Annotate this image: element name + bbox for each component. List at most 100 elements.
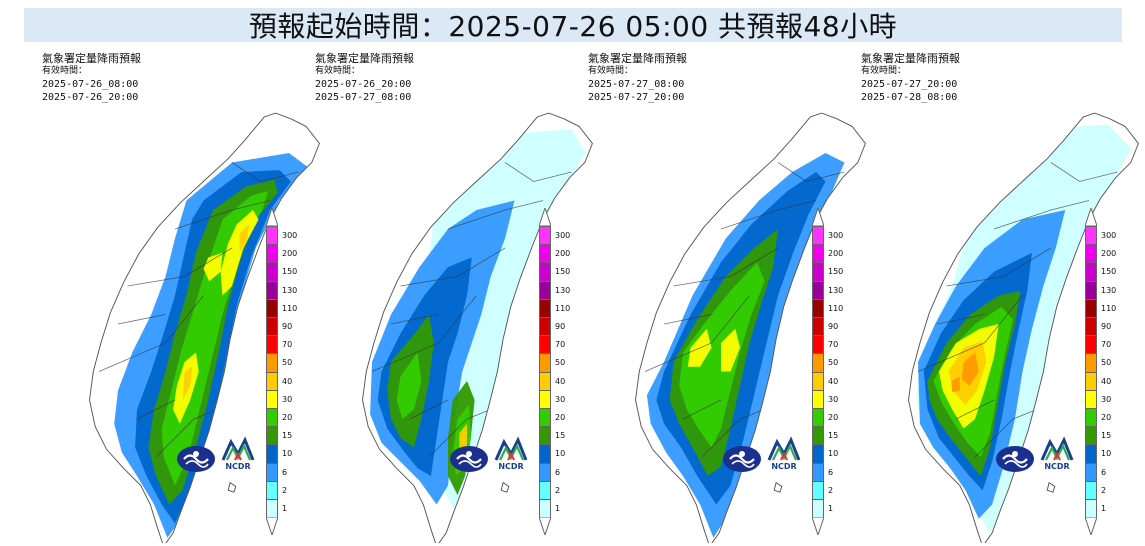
legend-swatch [266, 480, 278, 499]
forecast-panel-1: 氣象署定量降雨預報 有效時間： 2025-07-26_08:00 2025-07-26… [42, 48, 327, 543]
legend-label: 30 [282, 394, 293, 404]
legend-bottom-arrow [1085, 517, 1097, 536]
valid-time-label: 有效時間： [315, 66, 361, 76]
rain-area [203, 252, 223, 282]
legend-swatch [812, 480, 824, 499]
rain-area [961, 352, 979, 386]
panel-header: 氣象署定量降雨預報 有效時間： 2025-07-26_08:00 2025-07-26… [42, 52, 141, 104]
valid-start: 2025-07-26_20:00 [315, 79, 412, 90]
legend-label: 150 [1101, 267, 1117, 277]
legend-label: 70 [555, 340, 566, 350]
legend-label: 20 [282, 413, 293, 422]
forecast-title: 預報起始時間：2025-07-26 05:00 共預報48小時 [248, 10, 898, 43]
legend-swatch [266, 262, 278, 281]
legend-label: 40 [282, 376, 293, 386]
legend-label: 10 [282, 449, 293, 459]
ncdr-logo-icon [494, 436, 528, 461]
taiwan-rainfall-map [908, 112, 1139, 543]
county-boundary [644, 295, 750, 372]
legend-label: 1 [282, 504, 288, 513]
legend-label: 300 [1101, 231, 1117, 240]
county-boundary [231, 162, 299, 182]
legend-swatch [812, 226, 824, 245]
legend-swatch [266, 280, 278, 299]
legend-label: 2 [828, 485, 834, 495]
legend-label: 200 [555, 249, 571, 259]
ncdr-logo: NCDR [1040, 436, 1074, 474]
legend-label: 70 [282, 340, 293, 350]
legend-swatch [266, 389, 278, 408]
legend-top-arrow [266, 208, 278, 226]
legend-swatch [812, 298, 824, 317]
legend-swatch [539, 426, 551, 445]
legend-swatch [1085, 408, 1097, 427]
legend-label: 30 [828, 394, 839, 404]
island-outline [362, 112, 593, 543]
valid-end: 2025-07-26_20:00 [42, 92, 139, 103]
rainfall-layers [644, 153, 845, 538]
rain-area [925, 208, 956, 235]
county-boundary [936, 314, 985, 325]
legend-label: 130 [555, 285, 571, 295]
legend-label: 50 [1101, 358, 1112, 368]
legend-label: 300 [555, 231, 571, 240]
ncdr-logo-text: NCDR [225, 462, 251, 471]
valid-end: 2025-07-28_08:00 [861, 92, 958, 103]
county-boundary [946, 247, 1052, 287]
legend-swatch [812, 499, 824, 518]
valid-start: 2025-07-27_20:00 [861, 79, 958, 90]
legend-label: 70 [1101, 340, 1112, 350]
legend-bottom-arrow [266, 517, 278, 536]
county-boundary [777, 162, 845, 182]
legend-swatch [539, 262, 551, 281]
legend-label: 200 [1101, 249, 1117, 259]
outlying-island [773, 481, 783, 493]
legend-label: 2 [282, 485, 288, 495]
outlying-island [227, 481, 237, 493]
legend-label: 10 [555, 449, 566, 459]
legend-swatch [266, 426, 278, 445]
legend-swatch [266, 317, 278, 336]
legend-swatch [1085, 389, 1097, 408]
valid-end: 2025-07-27_20:00 [588, 92, 685, 103]
county-boundary [720, 200, 817, 230]
legend-swatch [1085, 298, 1097, 317]
rain-area [182, 366, 193, 400]
county-boundary [371, 295, 477, 372]
valid-end: 2025-07-27_08:00 [315, 92, 412, 103]
county-boundary [136, 399, 176, 420]
legend-swatch [539, 298, 551, 317]
legend-swatch [266, 371, 278, 390]
ncdr-logo-text: NCDR [498, 462, 524, 471]
legend-label: 15 [828, 431, 839, 441]
legend-label: 130 [282, 285, 298, 295]
legend-label: 130 [1101, 285, 1117, 295]
legend-swatch [539, 408, 551, 427]
legend-swatch [812, 353, 824, 372]
legend-label: 90 [282, 322, 293, 331]
island-outline [89, 112, 320, 543]
legend-swatch [1085, 499, 1097, 518]
legend-label: 110 [1101, 303, 1117, 313]
legend-swatch [539, 335, 551, 354]
legend-swatch [1085, 280, 1097, 299]
legend-label: 300 [828, 231, 844, 240]
legend-label: 300 [282, 231, 298, 240]
ncdr-logo: NCDR [221, 436, 255, 474]
county-boundary [682, 399, 722, 420]
legend-bottom-arrow [539, 517, 551, 536]
legend-label: 130 [828, 285, 844, 295]
legend-swatch [266, 298, 278, 317]
county-boundary [673, 247, 779, 287]
legend-label: 10 [828, 449, 839, 459]
legend-label: 6 [282, 467, 288, 477]
county-boundary [127, 247, 233, 287]
ncdr-logo-icon [221, 436, 255, 461]
legend-swatch [1085, 244, 1097, 263]
legend-swatch [539, 244, 551, 263]
ncdr-logo-icon [1040, 436, 1074, 461]
legend-swatch [1085, 262, 1097, 281]
ncdr-logo-text: NCDR [771, 462, 797, 471]
panel-name: 氣象署定量降雨預報 [588, 52, 687, 65]
ncdr-logo-icon [767, 436, 801, 461]
